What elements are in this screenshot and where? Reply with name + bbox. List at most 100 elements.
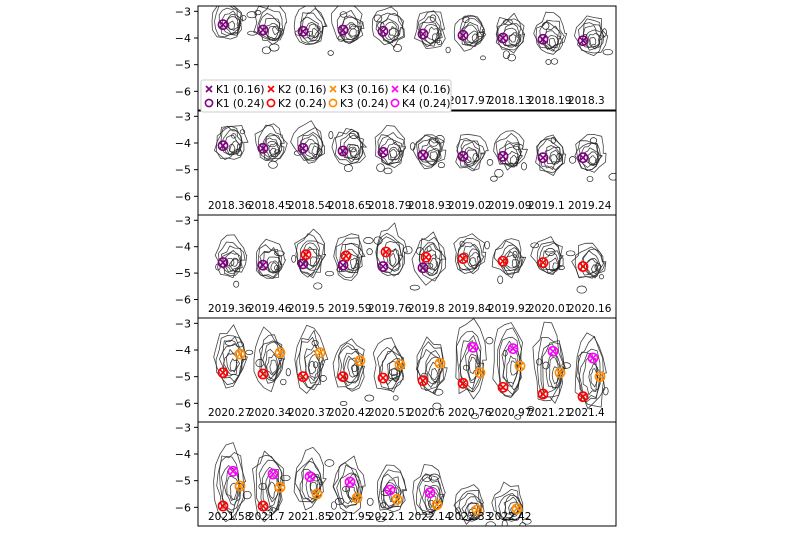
marker-k1-016	[339, 147, 347, 155]
contour-line	[432, 33, 440, 43]
contour-line	[532, 321, 565, 402]
contour-line	[424, 145, 440, 166]
contour-line	[272, 25, 280, 35]
contour-line	[582, 356, 599, 396]
contour-speck	[471, 413, 479, 420]
contour-line	[459, 14, 485, 47]
marker-k2-016	[579, 262, 587, 271]
contour-line	[214, 6, 242, 38]
marker-k1-016	[219, 258, 227, 267]
contour-line	[453, 233, 487, 274]
y-tick-label: −4	[175, 344, 191, 357]
legend-circle-icon	[204, 98, 214, 108]
contour-speck	[240, 15, 247, 21]
marker-k3-024	[234, 348, 246, 360]
contour-speck	[364, 394, 375, 402]
marker-k2-016	[499, 257, 507, 266]
marker-k1-016	[219, 20, 227, 29]
contour-line	[388, 361, 401, 382]
contour-speck	[311, 340, 319, 347]
contour-line	[537, 138, 563, 170]
contour-line	[372, 337, 404, 392]
marker-k3-024	[351, 492, 363, 504]
contour-line	[537, 337, 566, 398]
contour-line	[305, 248, 318, 268]
contour-speck	[268, 160, 278, 169]
marker-k2-016	[459, 254, 467, 263]
contour-line	[588, 363, 602, 391]
contour-speck	[380, 502, 387, 508]
contour-speck	[576, 285, 587, 294]
epoch-label: 2020.51	[368, 407, 411, 419]
marker-k1-016	[339, 26, 347, 34]
marker-k1-024	[217, 140, 229, 152]
marker-k1-016	[379, 148, 387, 157]
legend-cross-icon	[267, 85, 275, 93]
marker-k4-024	[424, 487, 436, 499]
y-tick-label: −3	[175, 5, 191, 18]
contour-line	[388, 248, 400, 268]
contour-line	[305, 472, 323, 500]
marker-k2-024	[497, 381, 509, 393]
contour-line	[218, 7, 241, 36]
contour-speck	[231, 133, 237, 139]
marker-k1-016	[419, 263, 427, 272]
contour-speck	[349, 131, 359, 139]
contour-line	[411, 231, 447, 286]
contour-line	[495, 18, 525, 51]
contour-speck	[415, 247, 425, 255]
contour-line	[376, 232, 404, 276]
contour-line	[349, 257, 358, 269]
contour-speck	[514, 414, 522, 420]
contour-speck	[569, 156, 577, 164]
epoch-label: 2019.1	[528, 200, 565, 212]
contour-speck	[339, 11, 348, 18]
contour-line	[257, 124, 285, 162]
y-tick-label: −4	[175, 137, 191, 150]
contour-line	[293, 6, 328, 45]
contour-line	[348, 486, 356, 500]
contour-speck	[267, 141, 278, 148]
marker-k1-024	[537, 152, 549, 164]
marker-k2-024	[217, 367, 229, 379]
contour-speck	[267, 506, 273, 512]
contour-line	[310, 256, 318, 267]
contour-line	[574, 246, 605, 279]
contour-line	[498, 493, 523, 520]
marker-k2-024	[217, 500, 229, 512]
epoch-label: 2018.65	[328, 200, 371, 212]
legend-circle-icon	[266, 98, 276, 108]
marker-k1-016	[379, 27, 387, 36]
y-tick-label: −6	[175, 85, 191, 98]
contour-line	[258, 247, 283, 278]
contour-line	[465, 344, 480, 383]
marker-k4-024	[344, 476, 356, 488]
legend-cross-icon	[329, 85, 337, 93]
contour-line	[226, 475, 240, 501]
marker-k2-016	[302, 250, 310, 259]
contour-line	[220, 465, 242, 513]
marker-k1-024	[457, 29, 469, 41]
contour-line	[228, 20, 236, 31]
contour-line	[380, 473, 402, 510]
contour-line	[339, 133, 364, 159]
epoch-label: 2019.84	[448, 303, 492, 315]
contour-line	[385, 248, 401, 271]
marker-k1-024	[297, 142, 309, 154]
marker-k2-024	[537, 257, 549, 268]
contour-line	[508, 33, 517, 43]
marker-k3-024	[274, 481, 286, 493]
contour-line	[375, 236, 402, 273]
contour-line	[309, 473, 321, 494]
contour-line	[472, 153, 480, 162]
marker-k4-024	[267, 468, 279, 480]
contour-line	[378, 135, 403, 166]
contour-line	[550, 154, 558, 163]
marker-k2-024	[417, 375, 429, 387]
contour-line	[494, 489, 523, 522]
epoch-label: 2021.85	[288, 511, 331, 523]
contour-speck	[421, 474, 432, 483]
epoch-label: 2019.09	[488, 200, 531, 212]
marker-k3-024	[554, 367, 566, 379]
